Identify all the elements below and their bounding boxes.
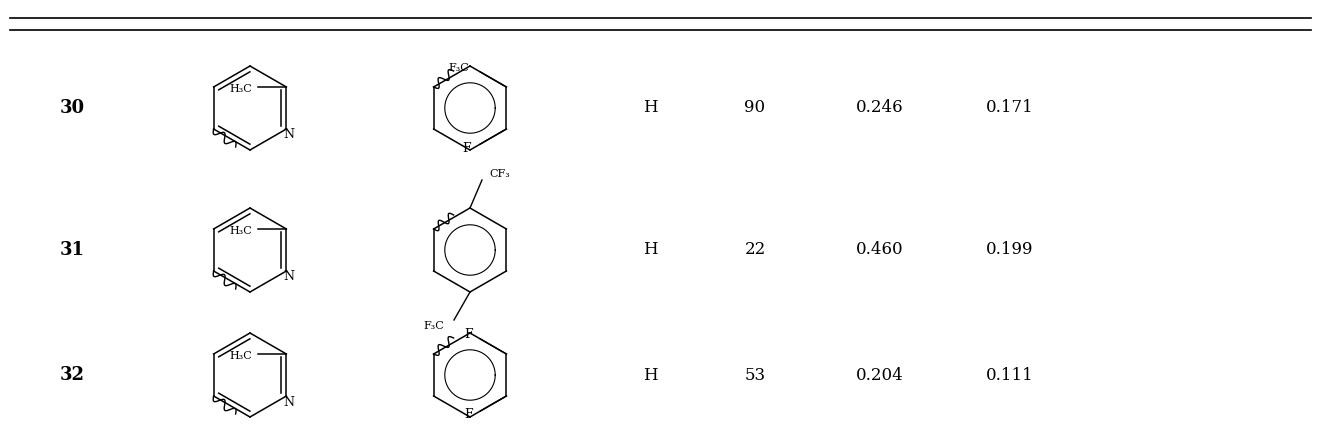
Text: F₃C: F₃C	[448, 63, 469, 73]
Text: CF₃: CF₃	[490, 169, 510, 179]
Text: F: F	[464, 328, 473, 342]
Text: 90: 90	[745, 99, 766, 117]
Text: 0.111: 0.111	[985, 366, 1034, 384]
Text: H₃C: H₃C	[229, 226, 252, 236]
Text: H: H	[643, 366, 658, 384]
Text: N: N	[283, 396, 293, 409]
Text: F: F	[464, 409, 473, 422]
Text: F: F	[462, 142, 470, 155]
Text: H: H	[643, 99, 658, 117]
Text: H₃C: H₃C	[229, 84, 252, 94]
Text: 0.199: 0.199	[987, 241, 1034, 258]
Text: H: H	[643, 241, 658, 258]
Text: 22: 22	[744, 241, 766, 258]
Text: 53: 53	[745, 366, 766, 384]
Text: 31: 31	[59, 241, 85, 259]
Text: N: N	[283, 270, 293, 283]
Text: 0.171: 0.171	[985, 99, 1034, 117]
Text: H₃C: H₃C	[229, 351, 252, 361]
Text: F₃C: F₃C	[424, 321, 444, 331]
Text: 0.246: 0.246	[856, 99, 904, 117]
Text: 32: 32	[59, 366, 85, 384]
Text: 0.204: 0.204	[856, 366, 904, 384]
Text: N: N	[283, 128, 293, 142]
Text: 0.460: 0.460	[856, 241, 904, 258]
Text: 30: 30	[59, 99, 85, 117]
